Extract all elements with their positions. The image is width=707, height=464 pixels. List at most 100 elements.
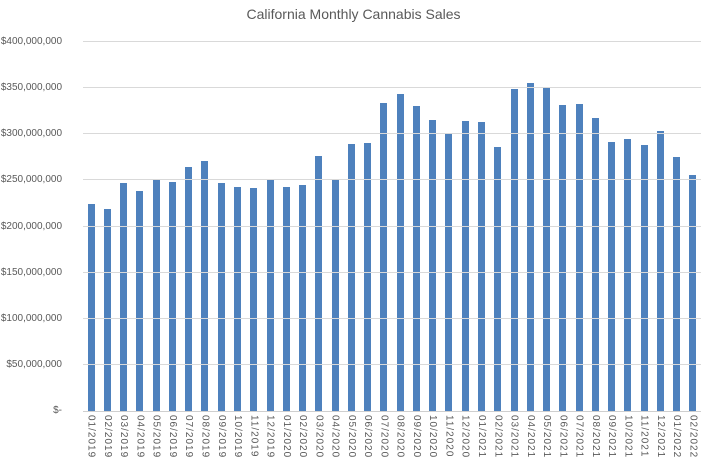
x-axis-tick-label: 04/2020 <box>329 415 341 459</box>
x-axis-tick-label: 04/2021 <box>524 415 536 459</box>
bar-slot <box>490 42 506 411</box>
x-slot: 11/2021 <box>636 415 652 464</box>
x-axis-tick-label: 09/2021 <box>606 415 618 459</box>
bar <box>526 82 534 411</box>
bar-slot <box>311 42 327 411</box>
bar-slot <box>685 42 701 411</box>
x-axis-tick-label: 04/2019 <box>134 415 146 459</box>
bar <box>364 142 372 411</box>
gridline <box>83 317 701 319</box>
bar <box>250 187 258 411</box>
x-axis-tick-label: 12/2019 <box>264 415 276 459</box>
x-axis-tick-label: 06/2020 <box>362 415 374 459</box>
x-axis-tick-label: 05/2019 <box>150 415 162 459</box>
x-axis-tick-label: 08/2020 <box>394 415 406 459</box>
bar-slot <box>620 42 636 411</box>
x-axis: 01/2019 02/2019 03/2019 04/2019 05/2019 06/20… <box>83 415 701 464</box>
bar <box>234 186 242 411</box>
x-slot: 04/2019 <box>132 415 148 464</box>
y-axis-tick-label: $300,000,000 <box>0 128 62 140</box>
bar-slot <box>587 42 603 411</box>
gridline <box>83 41 701 42</box>
x-axis-tick-label: 10/2020 <box>427 415 439 459</box>
bar <box>185 166 193 411</box>
bar <box>152 178 160 411</box>
y-axis-tick-label: $- <box>53 405 62 416</box>
bar <box>543 88 551 411</box>
bar-series <box>83 42 701 411</box>
x-slot: 09/2020 <box>408 415 424 464</box>
x-axis-tick-label: 06/2021 <box>557 415 569 459</box>
y-axis-tick-label: $50,000,000 <box>6 358 62 370</box>
x-axis-tick-label: 05/2021 <box>541 415 553 459</box>
bar-slot <box>360 42 376 411</box>
bar <box>299 185 307 411</box>
x-axis-tick-label: 03/2019 <box>118 415 130 459</box>
bar-slot <box>538 42 554 411</box>
gridline <box>83 133 701 135</box>
x-axis-tick-label: 02/2020 <box>297 415 309 459</box>
bar <box>217 183 225 411</box>
bar <box>331 179 339 411</box>
bar <box>461 121 469 411</box>
bar <box>380 102 388 411</box>
x-axis-tick-label: 12/2020 <box>459 415 471 459</box>
y-axis-tick-label: $150,000,000 <box>0 266 62 278</box>
bar <box>120 183 128 411</box>
bar <box>201 161 209 411</box>
x-axis-tick-label: 01/2022 <box>671 415 683 459</box>
x-axis-tick-label: 09/2020 <box>410 415 422 459</box>
bar-slot <box>294 42 310 411</box>
bar-slot <box>246 42 262 411</box>
bar-slot <box>213 42 229 411</box>
x-axis-tick-label: 11/2021 <box>638 415 650 458</box>
bar-slot <box>408 42 424 411</box>
x-slot: 06/2020 <box>360 415 376 464</box>
y-axis-tick-label: $350,000,000 <box>0 82 62 94</box>
x-slot: 03/2020 <box>311 415 327 464</box>
bar <box>608 141 616 411</box>
x-slot: 01/2021 <box>473 415 489 464</box>
x-axis-tick-label: 03/2020 <box>313 415 325 459</box>
bar <box>559 104 567 411</box>
x-axis-tick-label: 11/2019 <box>248 415 260 458</box>
x-slot: 10/2019 <box>229 415 245 464</box>
bar-slot <box>392 42 408 411</box>
x-axis-tick-label: 01/2020 <box>280 415 292 459</box>
x-axis-tick-label: 09/2019 <box>215 415 227 459</box>
gridline <box>83 179 701 181</box>
x-axis-tick-label: 07/2019 <box>183 415 195 459</box>
bar <box>591 117 599 411</box>
x-slot: 08/2020 <box>392 415 408 464</box>
x-slot: 04/2020 <box>327 415 343 464</box>
x-axis-line <box>83 411 701 412</box>
x-slot: 02/2019 <box>99 415 115 464</box>
bar <box>136 190 144 411</box>
bar-slot <box>376 42 392 411</box>
x-slot: 09/2019 <box>213 415 229 464</box>
bar-slot <box>181 42 197 411</box>
x-slot: 08/2021 <box>587 415 603 464</box>
x-axis-tick-label: 01/2019 <box>85 415 97 459</box>
bar-slot <box>555 42 571 411</box>
bar <box>168 182 176 411</box>
bar-slot <box>441 42 457 411</box>
bar-slot <box>506 42 522 411</box>
x-slot: 03/2021 <box>506 415 522 464</box>
bar <box>689 174 697 411</box>
x-slot: 12/2021 <box>652 415 668 464</box>
x-slot: 05/2020 <box>343 415 359 464</box>
x-axis-tick-label: 02/2022 <box>687 415 699 459</box>
x-axis-tick-label: 11/2020 <box>443 415 455 458</box>
bar-slot <box>571 42 587 411</box>
x-slot: 11/2020 <box>441 415 457 464</box>
x-slot: 07/2019 <box>181 415 197 464</box>
bar <box>575 103 583 411</box>
x-slot: 10/2021 <box>620 415 636 464</box>
bar <box>315 156 323 411</box>
x-slot: 02/2021 <box>490 415 506 464</box>
bar-slot <box>278 42 294 411</box>
bar-slot <box>197 42 213 411</box>
bar <box>429 119 437 411</box>
